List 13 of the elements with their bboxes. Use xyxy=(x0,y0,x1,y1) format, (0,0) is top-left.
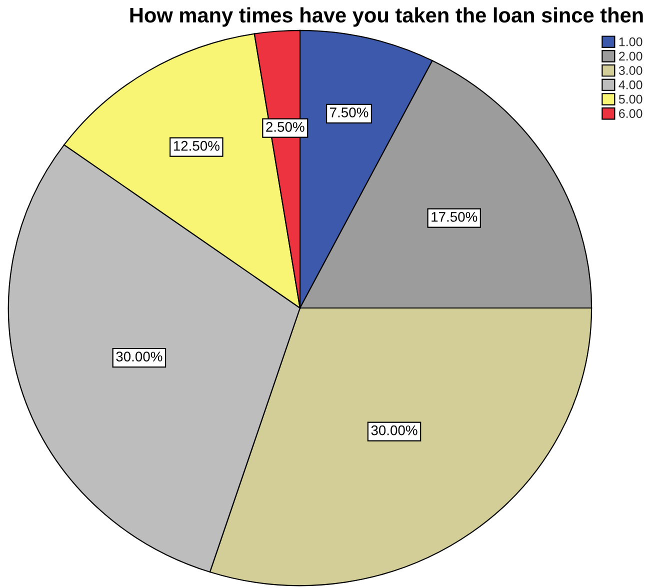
legend-label: 3.00 xyxy=(618,66,642,75)
legend-label: 5.00 xyxy=(618,94,642,104)
legend-label: 2.00 xyxy=(619,52,642,61)
data-label: 12.50% xyxy=(174,140,220,151)
legend-label: 6.00 xyxy=(619,109,642,118)
legend-label: 4.00 xyxy=(618,80,642,90)
chart-title: How many times have you taken the loan since then xyxy=(130,7,643,27)
legend-label: 1.00 xyxy=(619,37,642,46)
data-label: 30.00% xyxy=(371,425,418,436)
data-label: 30.00% xyxy=(116,352,162,362)
data-label: 2.50% xyxy=(266,122,304,132)
data-label: 17.50% xyxy=(432,212,478,222)
data-label: 7.50% xyxy=(330,108,368,118)
